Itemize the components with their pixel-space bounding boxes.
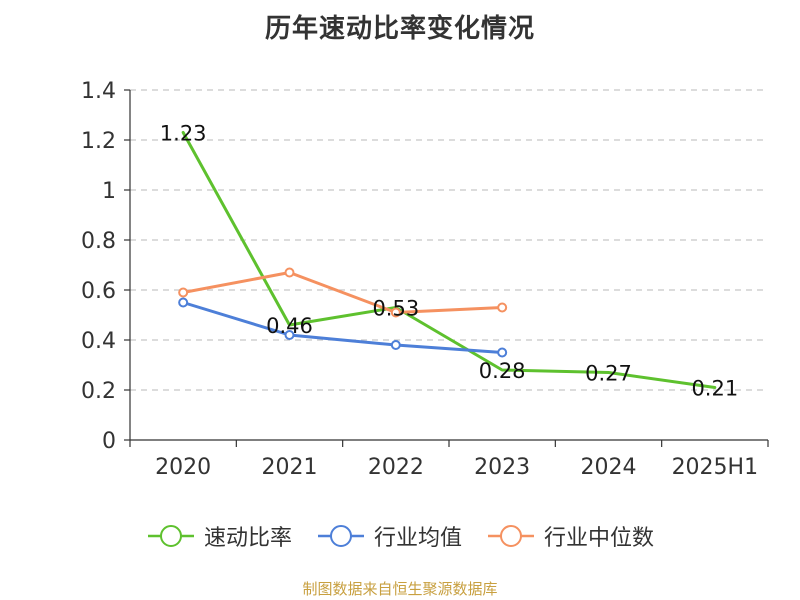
series-line-2 <box>181 271 504 314</box>
y-tick-label: 0.8 <box>81 229 116 254</box>
data-label: 0.46 <box>266 314 313 338</box>
legend-label: 行业中位数 <box>544 526 655 551</box>
legend-item[interactable]: 行业中位数 <box>486 520 654 552</box>
series-point-1 <box>497 347 508 358</box>
legend-swatch <box>488 525 534 547</box>
x-tick-label: 2023 <box>474 455 530 480</box>
series-point-1 <box>284 330 295 340</box>
y-tick-label: 1 <box>102 179 116 204</box>
series-point-1 <box>390 340 401 350</box>
series-point-2 <box>284 267 295 278</box>
x-tick-label: 2024 <box>581 455 637 480</box>
legend: 速动比率 行业均值 行业中位数 <box>0 520 800 552</box>
grid-lines <box>130 89 768 391</box>
x-tick-label: 2020 <box>155 455 211 480</box>
chart-title: 历年速动比率变化情况 <box>264 14 535 44</box>
y-tick-label: 1.2 <box>81 129 116 154</box>
series-line-0 <box>181 131 717 389</box>
legend-item[interactable]: 速动比率 <box>146 520 292 552</box>
x-tick-label: 2022 <box>368 455 424 480</box>
series-point-2 <box>390 307 401 318</box>
series-point-2 <box>497 302 508 313</box>
series-lines <box>178 131 717 389</box>
x-tick-label: 2025H1 <box>672 455 759 480</box>
legend-swatch <box>317 525 364 547</box>
y-tick-label: 0.2 <box>81 379 116 404</box>
y-tick-label: 0.4 <box>81 329 116 354</box>
axes: 0 0.2 0.4 0.6 0.8 1 1.2 1.4 2020 2021 2022 2023 2024… <box>81 79 769 480</box>
legend-item[interactable]: 行业均值 <box>316 520 462 552</box>
series-line-1 <box>181 301 504 354</box>
legend-swatch <box>147 525 194 547</box>
x-tick-label: 2021 <box>262 455 318 480</box>
legend-label: 行业均值 <box>373 526 462 551</box>
data-label: 0.53 <box>372 297 419 321</box>
data-labels: 1.23 0.46 0.53 0.28 0.27 0.21 <box>160 122 738 401</box>
series-point-1 <box>178 297 189 308</box>
y-tick-label: 0 <box>102 429 116 454</box>
data-label: 0.28 <box>479 359 526 383</box>
series-point-2 <box>178 287 189 298</box>
data-label: 0.21 <box>691 377 738 401</box>
legend-label: 速动比率 <box>203 526 292 551</box>
data-label: 1.23 <box>160 122 207 146</box>
y-tick-label: 0.6 <box>81 279 116 304</box>
source-footer: 制图数据来自恒生聚源数据库 <box>302 580 498 598</box>
data-label: 0.27 <box>585 362 632 386</box>
y-tick-label: 1.4 <box>81 79 116 104</box>
